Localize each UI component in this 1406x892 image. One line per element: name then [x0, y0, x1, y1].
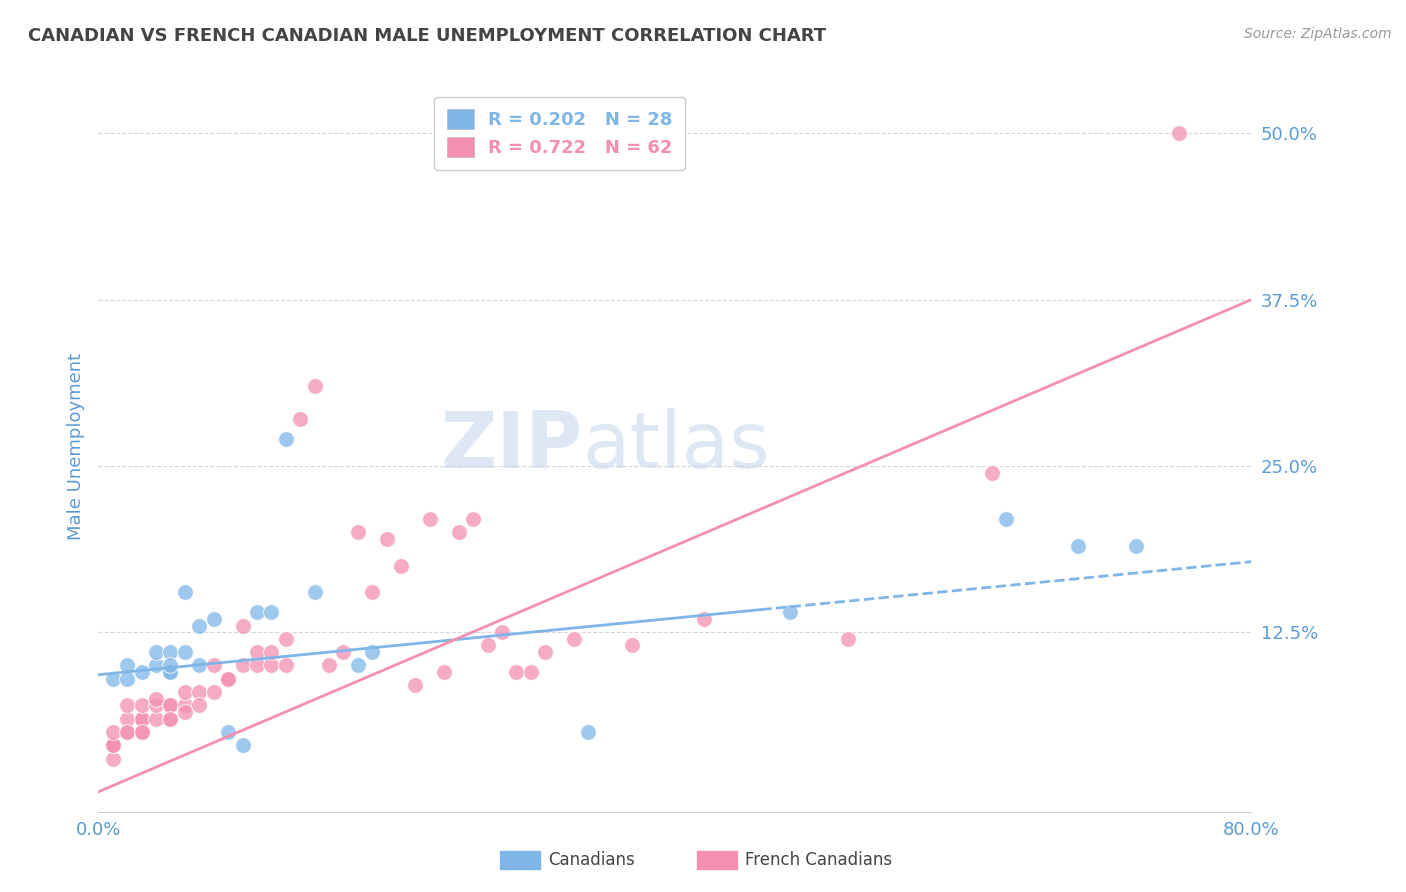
Point [260, 605, 283, 619]
Point [231, 738, 254, 752]
Point [304, 379, 326, 393]
Text: ZIP: ZIP [440, 408, 582, 484]
Point [477, 639, 499, 653]
Text: atlas: atlas [582, 408, 770, 484]
Point [217, 672, 239, 686]
Point [174, 698, 197, 713]
Point [159, 665, 181, 679]
Point [995, 512, 1018, 526]
Legend: R = 0.202   N = 28, R = 0.722   N = 62: R = 0.202 N = 28, R = 0.722 N = 62 [434, 96, 685, 169]
Point [101, 751, 124, 765]
Point [174, 685, 197, 699]
Point [217, 725, 239, 739]
Point [274, 658, 297, 673]
Point [1125, 539, 1147, 553]
Point [117, 725, 138, 739]
Point [202, 685, 225, 699]
Point [375, 532, 398, 546]
Point [159, 658, 181, 673]
Point [101, 738, 124, 752]
Point [231, 658, 254, 673]
Point [174, 645, 197, 659]
Point [217, 672, 239, 686]
Point [693, 612, 716, 626]
Point [117, 712, 138, 726]
Point [159, 698, 181, 713]
Point [505, 665, 527, 679]
Text: Canadians: Canadians [548, 851, 636, 869]
Point [620, 639, 643, 653]
Point [534, 645, 557, 659]
Point [260, 645, 283, 659]
Point [562, 632, 585, 646]
Text: Source: ZipAtlas.com: Source: ZipAtlas.com [1244, 27, 1392, 41]
Point [101, 738, 124, 752]
Point [779, 605, 801, 619]
Point [131, 665, 153, 679]
Point [188, 658, 211, 673]
Point [188, 685, 211, 699]
Point [145, 712, 167, 726]
Point [246, 658, 269, 673]
Point [174, 585, 197, 599]
Point [491, 625, 513, 640]
Point [145, 645, 167, 659]
Point [231, 618, 254, 632]
Point [304, 585, 326, 599]
Point [117, 672, 138, 686]
Point [318, 658, 340, 673]
Point [260, 658, 283, 673]
Point [290, 412, 312, 426]
Point [332, 645, 354, 659]
Point [159, 665, 181, 679]
Point [202, 658, 225, 673]
Point [101, 738, 124, 752]
Point [101, 725, 124, 739]
Point [188, 618, 211, 632]
Point [159, 645, 181, 659]
Point [145, 658, 167, 673]
Point [1168, 127, 1191, 141]
Point [246, 605, 269, 619]
Point [447, 525, 470, 540]
Point [1067, 539, 1090, 553]
Point [361, 645, 384, 659]
Point [246, 645, 269, 659]
Point [145, 698, 167, 713]
Point [419, 512, 441, 526]
Point [117, 658, 138, 673]
Point [202, 612, 225, 626]
Point [131, 698, 153, 713]
Point [101, 672, 124, 686]
Point [274, 632, 297, 646]
Point [188, 698, 211, 713]
Point [131, 725, 153, 739]
Point [981, 466, 1004, 480]
Text: CANADIAN VS FRENCH CANADIAN MALE UNEMPLOYMENT CORRELATION CHART: CANADIAN VS FRENCH CANADIAN MALE UNEMPLO… [28, 27, 827, 45]
Point [433, 665, 456, 679]
Point [361, 585, 384, 599]
Point [131, 712, 153, 726]
Point [131, 712, 153, 726]
Point [117, 725, 138, 739]
Y-axis label: Male Unemployment: Male Unemployment [66, 352, 84, 540]
Point [117, 698, 138, 713]
Point [174, 705, 197, 719]
Point [159, 698, 181, 713]
Point [461, 512, 484, 526]
Point [405, 678, 427, 692]
Text: French Canadians: French Canadians [745, 851, 893, 869]
Point [520, 665, 543, 679]
Point [346, 658, 368, 673]
Point [578, 725, 600, 739]
Point [274, 433, 297, 447]
Point [145, 691, 167, 706]
Point [159, 712, 181, 726]
Point [389, 558, 412, 573]
Point [131, 725, 153, 739]
Point [837, 632, 859, 646]
Point [346, 525, 368, 540]
Point [159, 712, 181, 726]
